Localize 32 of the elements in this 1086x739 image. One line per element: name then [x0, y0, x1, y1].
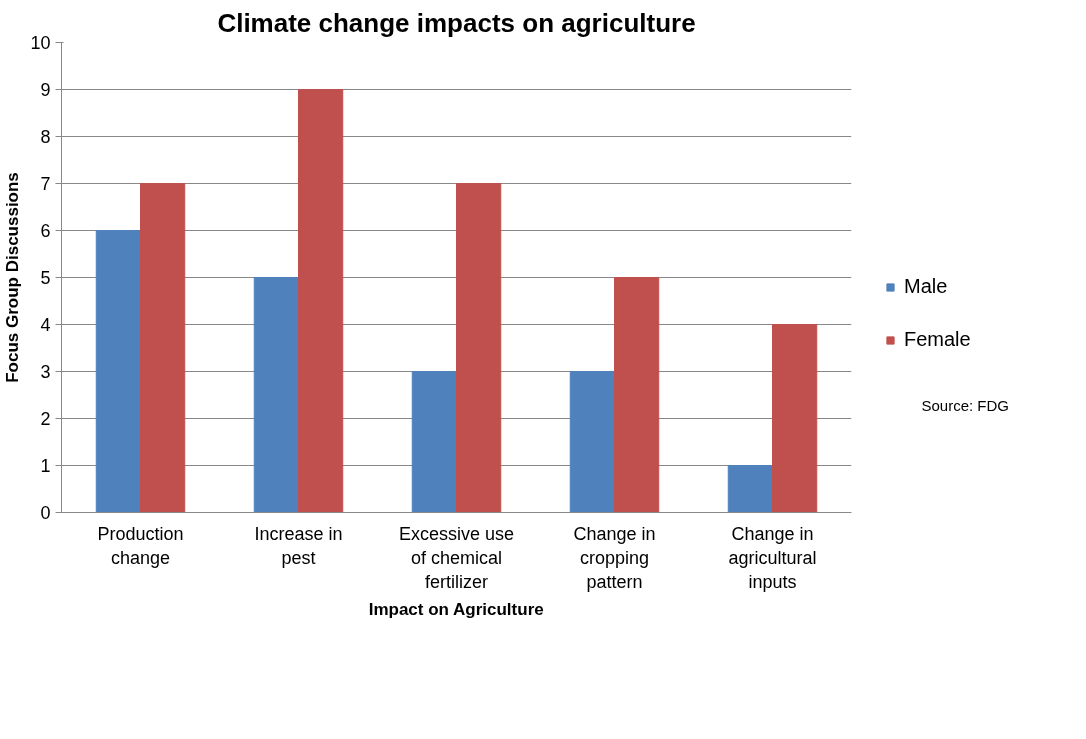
bar: [95, 230, 141, 513]
y-tick-label: 5: [40, 268, 51, 288]
x-tick-label: Increase in pest: [254, 523, 343, 568]
bar: [772, 324, 818, 513]
y-tick-label: 3: [40, 362, 51, 382]
x-tick-label: Change in cropping pattern: [573, 523, 656, 592]
y-tick-label: 2: [40, 409, 51, 429]
y-tick-label: 6: [40, 221, 51, 241]
y-tick-label: 1: [40, 456, 51, 476]
y-tick-label: 7: [40, 174, 51, 194]
bar: [569, 371, 615, 513]
bar: [456, 183, 502, 513]
y-tick-label: 8: [40, 127, 51, 147]
legend-label: Female: [904, 328, 971, 351]
bar: [614, 277, 660, 513]
y-tick-label: 9: [40, 80, 51, 100]
x-tick-label: Excessive use of chemical fertilizer: [398, 523, 515, 592]
y-tick-label: 10: [30, 33, 51, 53]
x-axis-title: Impact on Agriculture: [368, 599, 544, 619]
bar: [411, 371, 457, 513]
bar: [140, 183, 186, 513]
source-note: Source: FDG: [921, 396, 1010, 414]
bar: [727, 465, 773, 513]
bar: [298, 89, 344, 513]
y-tick-label: 4: [40, 315, 51, 335]
x-tick-label: Change in agricultural inputs: [728, 523, 817, 592]
legend-label: Male: [904, 275, 948, 298]
x-tick-label: Production change: [97, 523, 184, 568]
chart-title: Climate change impacts on agriculture: [217, 7, 696, 38]
bar: [253, 277, 299, 513]
y-axis-title: Focus Group Discussions: [3, 172, 23, 383]
y-tick-label: 0: [40, 503, 51, 523]
